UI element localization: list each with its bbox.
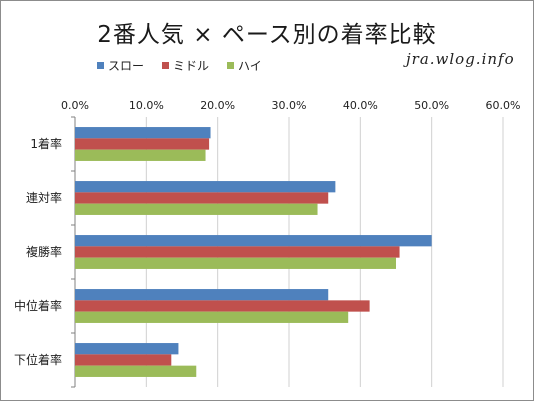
- legend-item-middle: ミドル: [162, 57, 209, 74]
- bar-2-3: [75, 311, 349, 323]
- x-tick-label-4: 40.0%: [343, 99, 378, 112]
- bar-2-2: [75, 257, 396, 269]
- bar-2-0: [75, 149, 206, 161]
- chart-title: 2番人気 × ペース別の着率比較: [97, 22, 437, 48]
- x-tick-label-0: 0.0%: [61, 99, 89, 112]
- bar-0-0: [75, 127, 211, 139]
- watermark: jra.wlog.info: [406, 50, 515, 68]
- x-tick-label-6: 60.0%: [486, 99, 521, 112]
- legend-label-slow: スロー: [108, 59, 145, 73]
- legend-label-high: ハイ: [238, 59, 262, 73]
- bar-1-2: [75, 246, 400, 258]
- legend-item-slow: スロー: [97, 57, 144, 74]
- bar-1-1: [75, 192, 329, 204]
- category-label-2: 複勝率: [26, 244, 62, 259]
- legend-label-middle: ミドル: [173, 59, 210, 73]
- x-tick-label-5: 50.0%: [414, 99, 449, 112]
- bar-0-3: [75, 289, 329, 301]
- bar-1-4: [75, 354, 172, 366]
- x-tick-label-2: 20.0%: [200, 99, 235, 112]
- bar-1-0: [75, 138, 210, 150]
- category-label-1: 連対率: [26, 190, 62, 205]
- category-label-4: 下位着率: [14, 352, 62, 367]
- legend: スロー ミドル ハイ: [97, 57, 280, 74]
- legend-swatch-slow: [97, 62, 104, 69]
- bar-0-1: [75, 181, 336, 193]
- legend-swatch-high: [227, 62, 235, 69]
- bar-2-1: [75, 203, 318, 215]
- bar-2-4: [75, 365, 197, 377]
- x-tick-label-1: 10.0%: [129, 99, 164, 112]
- x-tick-label-3: 30.0%: [272, 99, 307, 112]
- bar-1-3: [75, 300, 370, 312]
- bar-0-2: [75, 235, 432, 247]
- category-label-0: 1着率: [30, 136, 62, 151]
- legend-item-high: ハイ: [227, 57, 262, 74]
- legend-swatch-middle: [162, 62, 170, 69]
- bar-0-4: [75, 343, 179, 355]
- category-label-3: 中位着率: [14, 298, 62, 313]
